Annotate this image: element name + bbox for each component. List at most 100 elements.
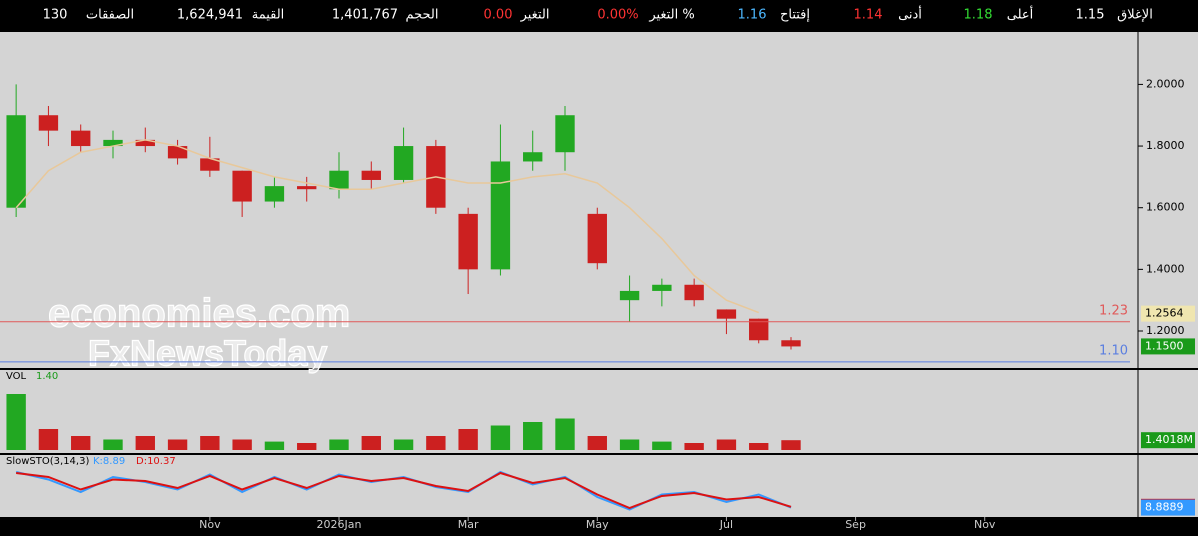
volume-bar (652, 441, 672, 450)
price-panel (0, 32, 1198, 368)
volume-bar (329, 439, 349, 450)
header-label: الحجم (405, 8, 438, 23)
header-value: 1,624,941 (177, 8, 243, 23)
level-label: 1.23 (1099, 303, 1128, 318)
volume-bar (716, 439, 737, 450)
header-value: 0.00% (597, 8, 638, 23)
volume-bar (232, 439, 252, 450)
level-label: 1.10 (1099, 343, 1128, 358)
watermark: FxNewsToday (88, 333, 327, 374)
header-label: إفتتاح (780, 8, 810, 23)
volume-bar (167, 439, 188, 450)
volume-bar (490, 425, 511, 450)
header-label: أدنى (898, 6, 922, 23)
candle-body (329, 170, 349, 190)
header-value: 1.15 (1076, 8, 1105, 23)
price-marker-label: 8.8889 (1145, 501, 1184, 514)
x-tick-label: May (586, 518, 609, 531)
candle-body (200, 158, 220, 171)
candle-body (523, 152, 543, 162)
volume-bar (71, 436, 91, 450)
header-label: أعلى (1007, 6, 1034, 23)
price-marker (1141, 305, 1195, 322)
volume-bar (6, 394, 26, 450)
volume-bar (781, 440, 801, 450)
volume-bar (749, 443, 769, 450)
x-tick-label: Jul (719, 518, 733, 531)
price-marker-label: 1.2564 (1145, 307, 1184, 320)
x-axis (76, 517, 1138, 536)
volume-bar (684, 443, 704, 450)
volume-bar (426, 436, 446, 450)
header-label: الصفقات (86, 8, 134, 23)
candle-body (167, 146, 188, 159)
stoch-panel (0, 455, 1198, 517)
header-label: الإغلاق (1117, 8, 1153, 23)
header-value: 1.14 (854, 8, 883, 23)
volume-bar (103, 439, 123, 450)
x-tick-label: Nov (199, 518, 221, 531)
volume-bar (38, 429, 59, 450)
candle-body (6, 115, 26, 208)
candle-body (135, 139, 155, 147)
x-tick-label: Sep (845, 518, 866, 531)
candle-body (361, 170, 381, 180)
price-marker-label: 1.4018M (1145, 433, 1193, 446)
volume-bar (297, 443, 317, 450)
header-value: 1,401,767 (332, 8, 398, 23)
candle-body (297, 186, 317, 190)
panel-value: 1.40 (36, 371, 58, 382)
moving-average (15, 139, 759, 314)
candle-body (652, 284, 672, 291)
volume-bar (361, 436, 381, 450)
volume-bar (523, 422, 543, 450)
header-label: التغير % (648, 8, 694, 23)
volume-bar (619, 439, 640, 450)
candle-body (619, 290, 640, 301)
price-marker (1141, 338, 1195, 355)
volume-bar (393, 439, 414, 450)
header-value: 0.00 (484, 8, 513, 23)
y-tick-label: 1.6000 (1146, 201, 1185, 214)
x-tick-label: Nov (974, 518, 996, 531)
volume-bar (135, 436, 155, 450)
candle-body (103, 139, 123, 147)
candle-body (684, 284, 704, 301)
y-tick-label: 1.2000 (1146, 324, 1185, 337)
header-value: 130 (43, 8, 68, 23)
price-marker (1141, 432, 1195, 449)
x-tick-label: 2026Jan (317, 518, 362, 531)
price-marker (1141, 499, 1195, 516)
price-marker-label: 1.1500 (1145, 339, 1184, 352)
candle-body (490, 161, 511, 270)
legend-entry: D:10.37 (136, 456, 176, 467)
volume-bar (458, 429, 478, 450)
candle-body (716, 309, 737, 319)
y-tick-label: 1.4000 (1146, 262, 1185, 275)
candle-body (71, 130, 91, 147)
y-tick-label: 1.8000 (1146, 139, 1185, 152)
candle-body (587, 213, 607, 264)
candle-body (393, 146, 414, 180)
candle-body (749, 318, 769, 341)
legend-entry: K:8.89 (93, 456, 125, 467)
candle-body (781, 340, 801, 347)
stoch-line (16, 471, 792, 510)
volume-bar (587, 436, 607, 450)
header-label: التغير (520, 8, 550, 23)
candle-body (458, 213, 478, 270)
panel-title: VOL (6, 371, 27, 382)
x-tick-label: Mar (458, 518, 479, 531)
candle-body (555, 115, 575, 153)
volume-bar (264, 441, 285, 450)
y-tick-label: 2.0000 (1146, 77, 1185, 90)
volume-bar (555, 418, 575, 450)
watermark: economies.com (48, 292, 350, 336)
header-label: القيمة (252, 8, 285, 23)
candle-body (232, 170, 252, 202)
volume-bar (200, 436, 220, 450)
candle-body (264, 186, 285, 202)
header-value: 1.16 (738, 8, 767, 23)
header-value: 1.18 (964, 8, 993, 23)
